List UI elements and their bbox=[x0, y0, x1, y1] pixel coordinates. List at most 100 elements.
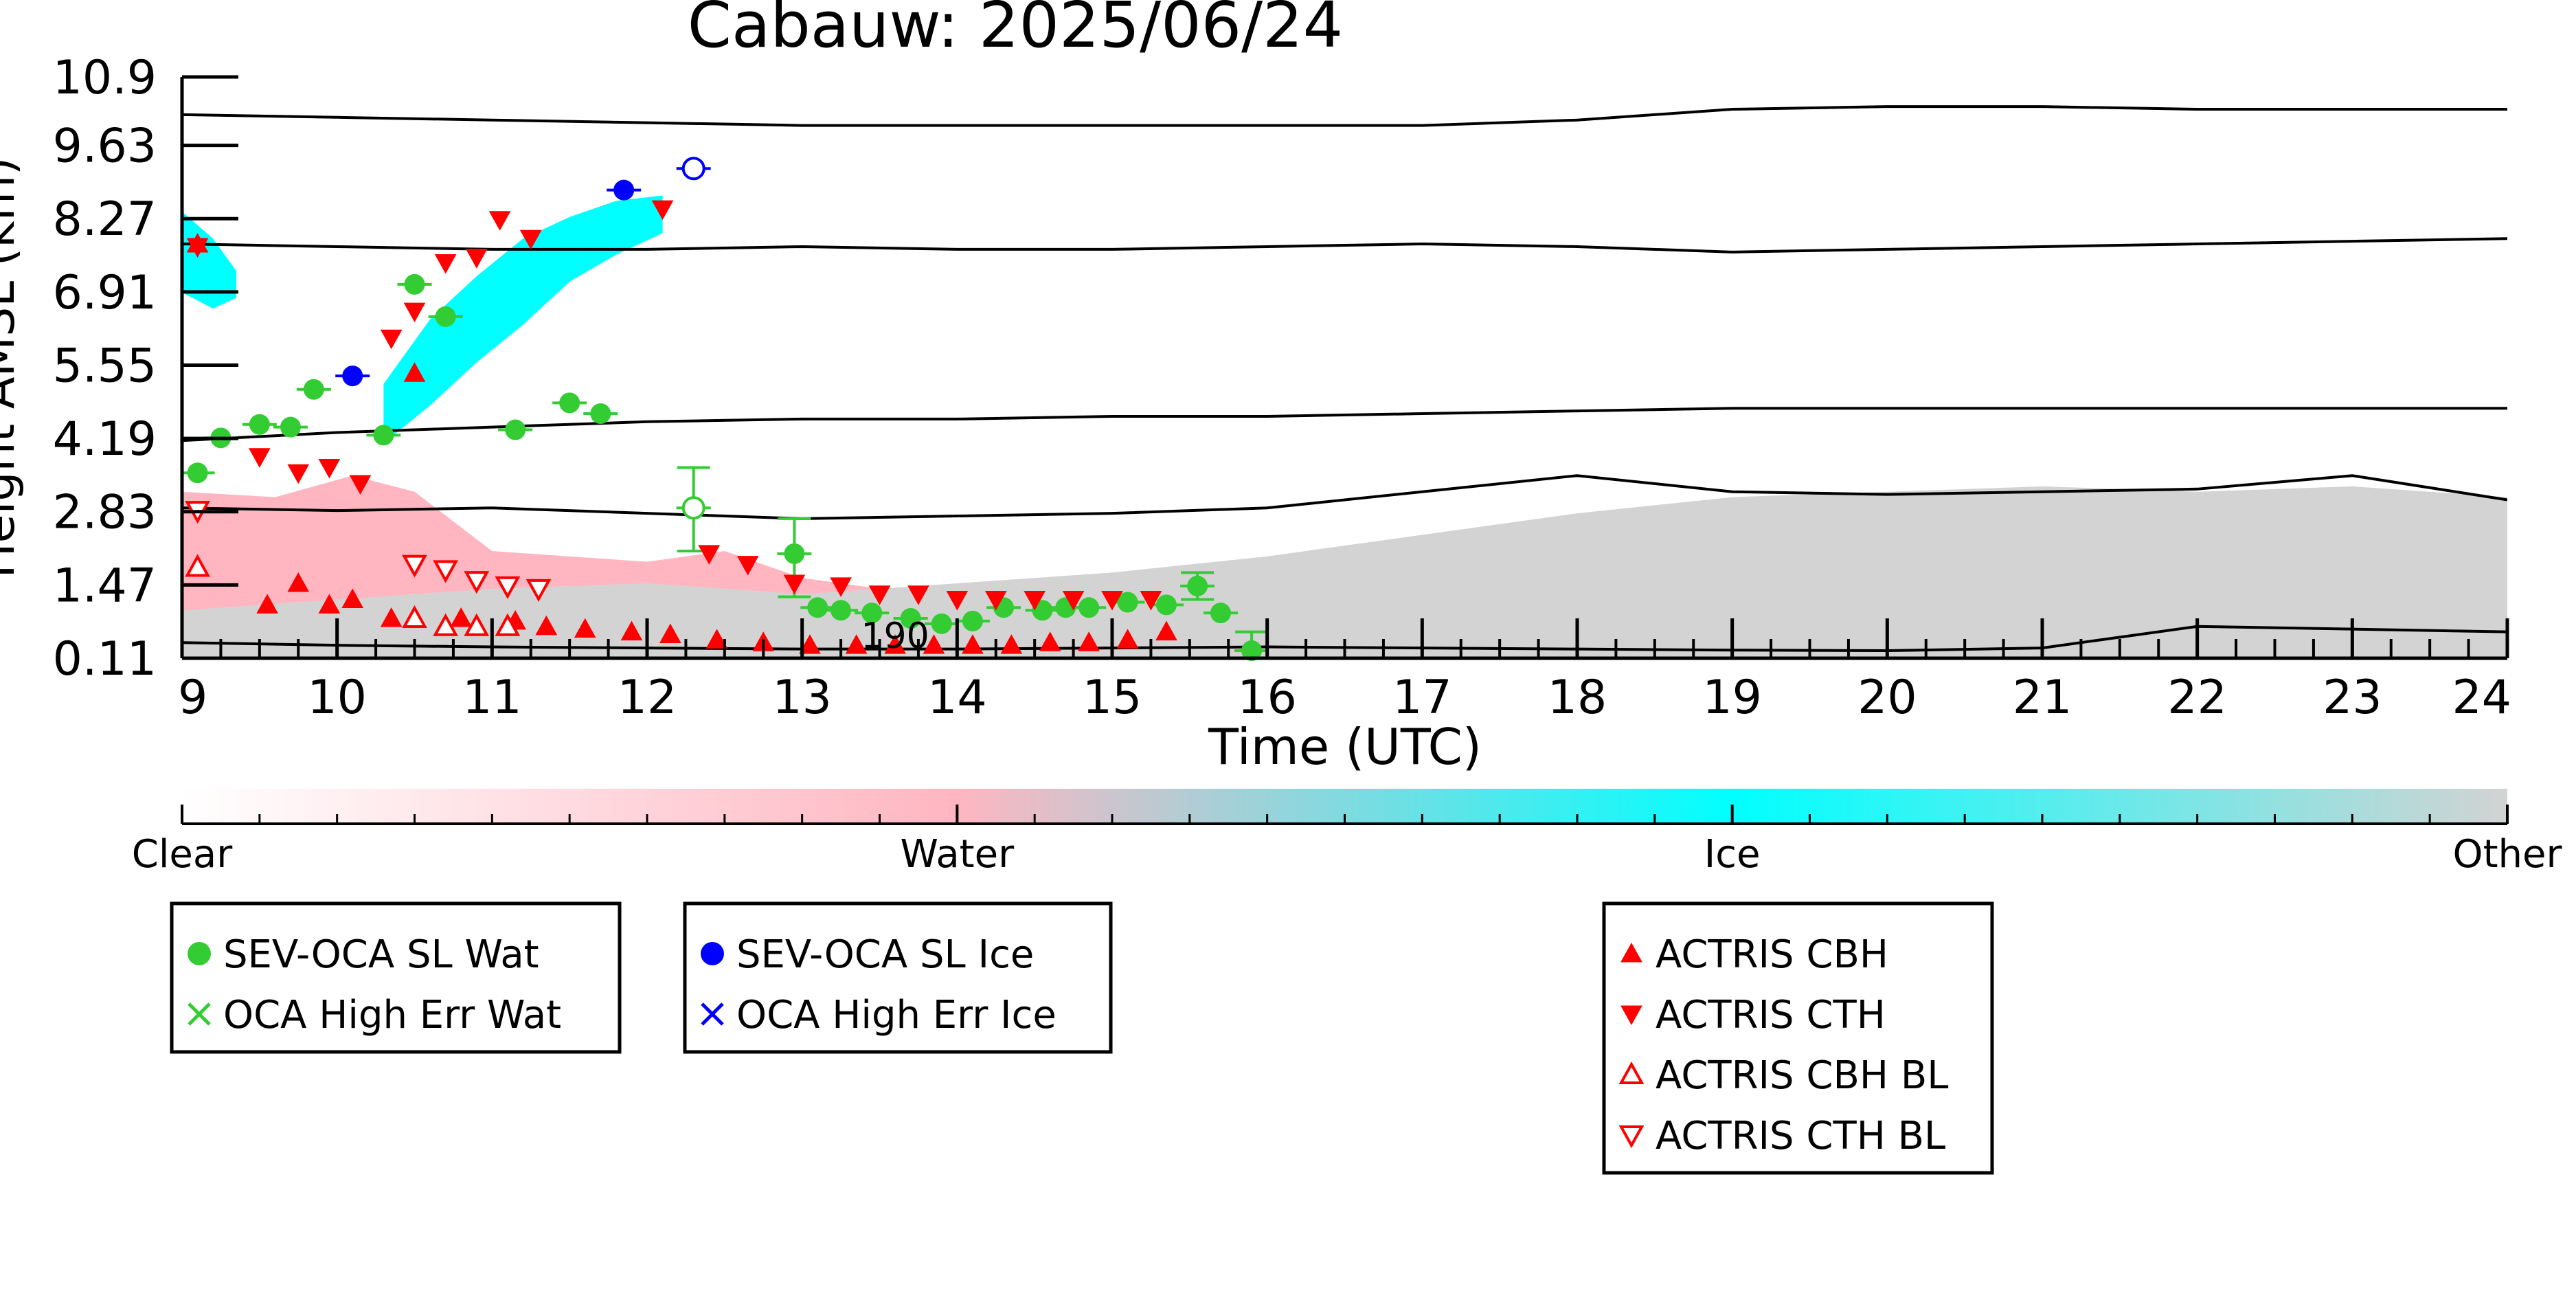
point-actris-cbh-9 bbox=[535, 615, 558, 636]
x-tick-label-20: 20 bbox=[1857, 671, 1917, 725]
x-tick-label-16: 16 bbox=[1237, 671, 1297, 725]
colorbar-label-ice: Ice bbox=[1704, 832, 1761, 877]
data-points bbox=[180, 157, 1269, 662]
legend-box-0 bbox=[170, 901, 622, 1054]
point-sev-oca-sl-wat-22 bbox=[1117, 592, 1138, 613]
point-actris-cth-bl-2 bbox=[433, 560, 459, 583]
point-actris-cbh-11 bbox=[620, 620, 643, 641]
point-actris-cbh-10 bbox=[574, 618, 596, 638]
point-sev-oca-sl-wat-7 bbox=[435, 306, 456, 327]
legend-marker-actris-cbh-bl bbox=[1618, 1061, 1645, 1084]
y-tick-label-5: 6.91 bbox=[53, 266, 157, 320]
x-tick-label-17: 17 bbox=[1392, 671, 1452, 725]
background-area-other-1 bbox=[182, 486, 2507, 658]
point-actris-cbh-12 bbox=[659, 623, 681, 644]
point-actris-cbh-bl-2 bbox=[433, 613, 459, 636]
x-tick-label-9: 9 bbox=[178, 671, 207, 725]
y-tick-label-7: 9.63 bbox=[53, 120, 157, 174]
colorbar-label-other: Other bbox=[2452, 832, 2562, 877]
point-sev-oca-sl-wat-4 bbox=[303, 379, 324, 400]
point-actris-cbh-3 bbox=[318, 594, 341, 614]
point-sev-oca-sl-wat-0 bbox=[187, 462, 208, 484]
legend-marker-sev-oca-sl-ice bbox=[701, 942, 724, 965]
legend-marker-actris-cbh bbox=[1620, 942, 1642, 963]
x-tick-label-23: 23 bbox=[2323, 671, 2382, 725]
background-area-ice-3 bbox=[182, 212, 236, 309]
point-actris-cth-14 bbox=[783, 574, 806, 595]
point-actris-cbh-17 bbox=[884, 634, 906, 654]
point-sev-oca-sl-wat-17 bbox=[962, 610, 983, 631]
point-sev-oca-sl-wat-16 bbox=[931, 613, 952, 634]
legend-label-actris-cbh: ACTRIS CBH bbox=[1656, 932, 1888, 977]
contour-line-3 bbox=[182, 474, 2507, 520]
point-sev-oca-sl-wat-24 bbox=[1187, 575, 1208, 596]
point-sev-oca-sl-wat-5 bbox=[373, 425, 394, 446]
point-actris-cbh-20 bbox=[1000, 634, 1023, 654]
point-actris-cth-4 bbox=[349, 475, 372, 495]
point-actris-cbh-4 bbox=[341, 588, 364, 609]
point-sev-oca-sl-ice-0 bbox=[342, 366, 363, 387]
point-actris-cth-18 bbox=[946, 591, 969, 611]
point-actris-cth-6 bbox=[403, 302, 426, 323]
point-actris-cth-1 bbox=[248, 448, 271, 468]
x-tick-label-13: 13 bbox=[772, 671, 832, 725]
point-actris-cth-2 bbox=[287, 464, 310, 484]
point-sev-oca-sl-wat-11 bbox=[784, 543, 805, 564]
background-area-ice-2 bbox=[383, 195, 663, 444]
y-tick-label-6: 8.27 bbox=[53, 192, 157, 247]
legend-box-2 bbox=[1602, 901, 1994, 1175]
point-sev-oca-sl-wat-3 bbox=[280, 416, 301, 438]
point-sev-oca-sl-wat-9 bbox=[559, 392, 580, 414]
point-sev-oca-sl-wat-13 bbox=[831, 600, 852, 621]
point-actris-cth-bl-1 bbox=[402, 554, 427, 578]
point-actris-cbh-1 bbox=[256, 594, 278, 614]
point-actris-cth-5 bbox=[380, 329, 403, 350]
x-tick-label-11: 11 bbox=[462, 671, 522, 725]
point-actris-cbh-5 bbox=[380, 607, 403, 627]
point-actris-cbh-18 bbox=[923, 634, 945, 654]
contour-line-1 bbox=[182, 237, 2507, 254]
y-tick-label-4: 5.55 bbox=[53, 339, 157, 393]
legend-label-actris-cbh-bl: ACTRIS CBH BL bbox=[1656, 1053, 1948, 1098]
y-tick-label-3: 4.19 bbox=[53, 412, 157, 467]
point-actris-cth-3 bbox=[318, 458, 341, 479]
x-tick-label-12: 12 bbox=[618, 671, 677, 725]
point-sev-oca-sl-wat-6 bbox=[404, 273, 425, 295]
point-sev-oca-sl-wat-23 bbox=[1155, 594, 1177, 616]
point-actris-cth-21 bbox=[1062, 591, 1085, 611]
y-axis-label: Height AMSL (km) bbox=[0, 157, 25, 579]
point-sev-oca-sl-wat-open--0 bbox=[681, 496, 705, 520]
point-sev-oca-sl-ice-open--0 bbox=[681, 157, 705, 181]
point-sev-oca-sl-wat-15 bbox=[900, 607, 921, 629]
point-actris-cth-20 bbox=[1024, 591, 1046, 611]
point-actris-cth-bl-4 bbox=[495, 576, 521, 600]
point-sev-oca-sl-wat-10 bbox=[590, 403, 611, 425]
x-axis-label: Time (UTC) bbox=[1208, 718, 1482, 776]
point-actris-cbh-bl-3 bbox=[464, 613, 490, 636]
legend-marker-sev-oca-sl-wat bbox=[188, 942, 211, 965]
x-tick-label-21: 21 bbox=[2013, 671, 2072, 725]
legend-label-sev-oca-sl-wat: SEV-OCA SL Wat bbox=[223, 932, 539, 977]
point-actris-cbh-7 bbox=[450, 607, 473, 627]
point-actris-cth-9 bbox=[488, 211, 511, 231]
x-tick-label-22: 22 bbox=[2167, 671, 2227, 725]
point-actris-cth-bl-3 bbox=[464, 571, 490, 594]
contour-line-0 bbox=[182, 105, 2507, 127]
point-sev-oca-sl-wat-14 bbox=[861, 603, 883, 624]
point-sev-oca-sl-wat-26 bbox=[1241, 640, 1263, 662]
point-actris-cbh-19 bbox=[962, 634, 984, 654]
point-sev-oca-sl-wat-21 bbox=[1078, 597, 1100, 618]
legend-label-sev-oca-sl-ice: SEV-OCA SL Ice bbox=[736, 932, 1034, 977]
point-sev-oca-sl-wat-2 bbox=[249, 414, 270, 435]
point-sev-oca-sl-ice-1 bbox=[613, 179, 635, 201]
colorbar-label-clear: Clear bbox=[132, 832, 233, 877]
point-actris-cth-17 bbox=[907, 585, 929, 605]
point-sev-oca-sl-wat-8 bbox=[505, 419, 526, 440]
point-actris-cth-0 bbox=[186, 238, 209, 258]
contour-line-2 bbox=[182, 407, 2507, 442]
point-actris-cbh-2 bbox=[287, 572, 310, 592]
y-tick-label-1: 1.47 bbox=[53, 559, 157, 613]
point-actris-cth-23 bbox=[1140, 591, 1162, 611]
point-actris-cbh-13 bbox=[705, 629, 728, 649]
